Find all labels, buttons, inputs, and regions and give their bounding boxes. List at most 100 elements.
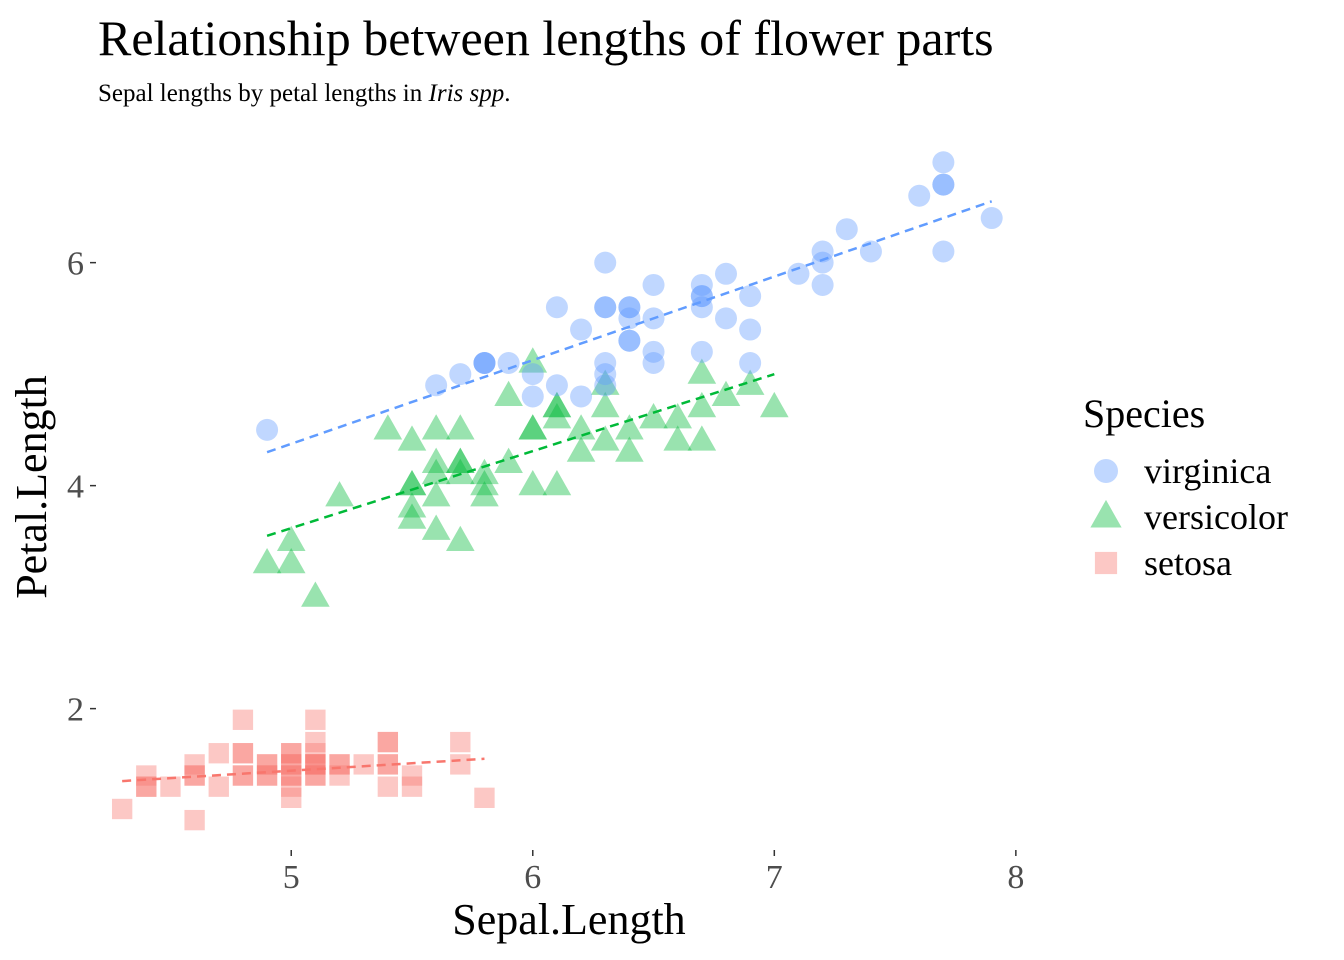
data-point-versicolor — [518, 414, 548, 440]
data-point-setosa — [111, 798, 133, 820]
data-point-versicolor — [615, 414, 644, 440]
data-point-virginica — [594, 296, 617, 319]
data-point-versicolor — [590, 425, 620, 451]
data-point-versicolor — [446, 414, 475, 440]
data-point-versicolor — [760, 391, 789, 418]
data-point-versicolor — [518, 469, 548, 496]
trend-line-virginica — [266, 200, 993, 454]
data-point-setosa — [160, 776, 181, 797]
data-point-versicolor — [446, 447, 475, 473]
y-axis-title: Petal.Length — [7, 375, 56, 599]
data-point-virginica — [715, 262, 737, 285]
trend-line-versicolor — [266, 372, 775, 538]
data-point-virginica — [545, 296, 568, 319]
data-point-setosa — [401, 776, 423, 797]
data-point-virginica — [811, 251, 834, 274]
data-point-versicolor — [397, 503, 427, 529]
data-point-versicolor — [687, 391, 717, 418]
y-tick-label: 4 — [67, 469, 84, 506]
data-point-versicolor — [542, 391, 572, 418]
legend-title: Species — [1083, 391, 1205, 436]
data-point-versicolor — [735, 369, 765, 395]
data-point-versicolor — [687, 358, 717, 384]
data-point-setosa — [256, 754, 278, 775]
data-point-versicolor — [470, 469, 499, 496]
data-point-virginica — [932, 173, 955, 196]
data-point-virginica — [932, 173, 955, 196]
data-point-versicolor — [421, 414, 451, 440]
data-point-virginica — [594, 251, 617, 274]
data-point-versicolor — [518, 347, 548, 373]
legend-item-versicolor: versicolor — [1090, 497, 1288, 537]
data-point-virginica — [690, 296, 713, 319]
data-point-setosa — [377, 731, 399, 753]
data-point-setosa — [232, 765, 254, 786]
data-point-virginica — [521, 385, 544, 408]
data-point-versicolor — [421, 481, 451, 507]
data-point-setosa — [281, 743, 302, 764]
data-point-versicolor — [446, 458, 475, 485]
data-point-virginica — [545, 374, 568, 397]
data-point-versicolor — [276, 525, 306, 551]
chart-subtitle: Sepal lengths by petal lengths in Iris s… — [98, 80, 510, 107]
data-point-setosa — [184, 754, 205, 775]
data-point-setosa — [377, 754, 399, 775]
data-point-setosa — [232, 709, 254, 730]
plot-area: 2 4 6 5 6 7 8 — [67, 151, 1024, 896]
series-versicolor — [252, 347, 789, 607]
x-tick-label: 7 — [766, 859, 783, 896]
data-point-setosa — [450, 754, 471, 775]
data-point-virginica — [980, 207, 1003, 230]
data-point-virginica — [932, 240, 955, 263]
data-point-versicolor — [397, 469, 427, 496]
data-point-virginica — [594, 374, 617, 397]
data-point-setosa — [281, 743, 302, 764]
data-point-setosa — [305, 743, 326, 764]
legend-key-versicolor — [1090, 499, 1122, 528]
data-point-setosa — [329, 754, 350, 775]
data-point-virginica — [618, 296, 641, 319]
data-point-setosa — [232, 765, 254, 786]
data-point-setosa — [208, 776, 229, 797]
data-point-versicolor — [687, 425, 717, 451]
data-point-setosa — [232, 743, 254, 764]
data-point-virginica — [256, 418, 279, 441]
data-point-versicolor — [711, 380, 741, 407]
data-point-setosa — [208, 743, 229, 764]
data-point-virginica — [811, 240, 834, 263]
data-point-virginica — [594, 351, 617, 374]
data-point-virginica — [739, 318, 762, 341]
data-point-setosa — [305, 709, 326, 730]
data-point-setosa — [136, 776, 157, 797]
data-point-virginica — [618, 296, 641, 319]
x-tick-label: 5 — [283, 859, 300, 896]
data-point-virginica — [594, 296, 617, 319]
data-point-versicolor — [276, 547, 306, 574]
data-point-versicolor — [301, 581, 330, 607]
data-point-versicolor — [590, 369, 620, 395]
data-point-setosa — [184, 765, 205, 786]
data-point-virginica — [642, 351, 665, 374]
data-point-versicolor — [542, 403, 572, 429]
data-point-versicolor — [566, 414, 596, 440]
data-point-setosa — [281, 765, 302, 786]
data-point-virginica — [594, 363, 617, 386]
data-point-setosa — [281, 776, 302, 797]
x-tick-label: 6 — [524, 859, 541, 896]
data-point-setosa — [377, 754, 399, 775]
data-point-virginica — [642, 340, 665, 363]
data-point-versicolor — [470, 458, 499, 485]
data-point-virginica — [618, 329, 641, 352]
data-point-virginica — [642, 273, 665, 296]
data-point-virginica — [690, 285, 713, 308]
data-point-versicolor — [494, 447, 523, 473]
y-tick-label: 2 — [67, 692, 84, 729]
data-point-virginica — [690, 273, 713, 296]
legend-item-setosa: setosa — [1094, 543, 1232, 583]
data-point-versicolor — [615, 436, 644, 462]
data-point-versicolor — [663, 403, 692, 429]
legend-label-setosa: setosa — [1144, 543, 1232, 583]
data-point-versicolor — [446, 447, 475, 473]
data-point-virginica — [618, 307, 641, 330]
data-point-setosa — [329, 765, 350, 786]
